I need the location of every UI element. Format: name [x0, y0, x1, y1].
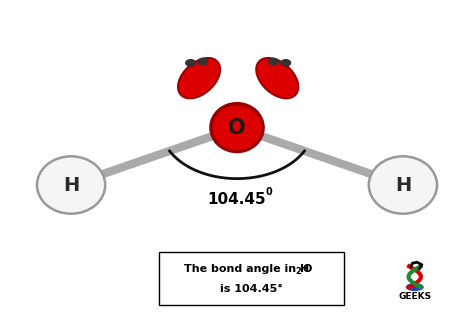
Text: H: H [395, 175, 411, 195]
Circle shape [269, 58, 278, 65]
Ellipse shape [211, 104, 263, 152]
Ellipse shape [37, 156, 105, 214]
Circle shape [186, 60, 195, 66]
Text: O: O [228, 118, 246, 137]
Text: 104.45: 104.45 [208, 192, 266, 207]
FancyBboxPatch shape [159, 252, 344, 305]
Text: 2: 2 [295, 267, 301, 277]
Text: H: H [63, 175, 79, 195]
Circle shape [198, 58, 208, 65]
Text: is 104.45°: is 104.45° [220, 284, 283, 294]
Text: The bond angle in H: The bond angle in H [184, 264, 309, 274]
Ellipse shape [178, 58, 220, 98]
Text: 0: 0 [266, 187, 273, 197]
Ellipse shape [256, 58, 298, 98]
Text: GEEKS: GEEKS [398, 292, 431, 301]
Text: O: O [302, 264, 312, 274]
Ellipse shape [406, 283, 424, 291]
Ellipse shape [369, 156, 437, 214]
Circle shape [281, 60, 291, 66]
